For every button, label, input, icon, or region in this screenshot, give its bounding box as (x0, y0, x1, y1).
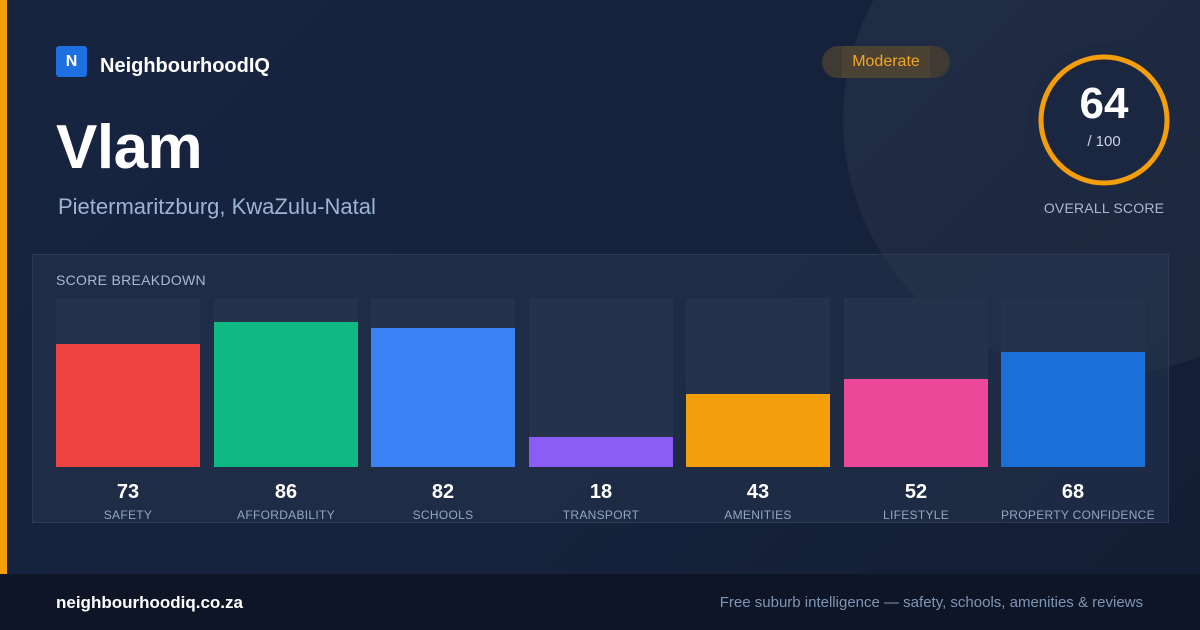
bar-value: 43 (746, 481, 770, 503)
footer: neighbourhoodiq.co.za Free suburb intell… (0, 574, 1200, 630)
brand-name: NeighbourhoodIQ (100, 55, 270, 77)
bar-value: 52 (904, 481, 928, 503)
bar-label: TRANSPORT (562, 508, 640, 522)
bar-label: SAFETY (103, 508, 153, 522)
bar-track (56, 298, 200, 467)
bar-track (371, 298, 515, 467)
suburb-title: Vlam (56, 113, 203, 182)
bar-column-amenities: 43 AMENITIES (686, 298, 830, 522)
score-ring-graphic (1028, 44, 1180, 196)
bar-column-lifestyle: 52 LIFESTYLE (844, 298, 988, 522)
bar-track (844, 298, 988, 467)
bar-fill (371, 328, 515, 467)
bar-value: 86 (274, 481, 298, 503)
bar-column-property-confidence: 68 PROPERTY CONFIDENCE (1001, 298, 1155, 522)
bar-track (1001, 298, 1145, 467)
bar-track (686, 298, 830, 467)
bar-label: PROPERTY CONFIDENCE (1001, 508, 1155, 522)
bar-column-affordability: 86 AFFORDABILITY (214, 298, 358, 522)
accent-bar (0, 0, 7, 574)
bar-value: 18 (589, 481, 613, 503)
brand-logo-icon: N (56, 46, 87, 77)
bar-fill (214, 322, 358, 467)
bar-track (529, 298, 673, 467)
bar-label: AMENITIES (724, 508, 792, 522)
footer-tagline: Free suburb intelligence — safety, schoo… (719, 594, 1143, 611)
bar-value: 82 (431, 481, 455, 503)
bar-label: LIFESTYLE (882, 508, 950, 522)
bar-label: SCHOOLS (412, 508, 474, 522)
overall-score-label: OVERALL SCORE (1043, 200, 1165, 216)
bar-track (214, 298, 358, 467)
hero-card: N NeighbourhoodIQ Vlam Pietermaritzburg,… (0, 0, 1200, 574)
bar-fill (686, 394, 830, 467)
rating-badge: Moderate (822, 46, 950, 78)
bar-fill (844, 379, 988, 467)
score-breakdown-panel: SCORE BREAKDOWN 73 SAFETY 86 AFFORDABILITY 8… (32, 254, 1169, 523)
bar-value: 68 (1061, 481, 1085, 503)
breakdown-title: SCORE BREAKDOWN (56, 272, 206, 288)
bar-value: 73 (116, 481, 140, 503)
footer-domain: neighbourhoodiq.co.za (56, 593, 243, 612)
overall-score-max: / 100 (1087, 133, 1121, 150)
bar-column-safety: 73 SAFETY (56, 298, 200, 522)
bar-column-transport: 18 TRANSPORT (529, 298, 673, 522)
brand: N NeighbourhoodIQ (56, 46, 270, 77)
rating-label: Moderate (852, 53, 920, 70)
bar-column-schools: 82 SCHOOLS (371, 298, 515, 522)
bar-fill (56, 344, 200, 467)
overall-score-value: 64 (1079, 79, 1129, 128)
suburb-location: Pietermaritzburg, KwaZulu-Natal (58, 194, 376, 219)
overall-score-ring: 64 / 100 (1028, 44, 1180, 196)
bar-fill (529, 437, 673, 467)
bar-fill (1001, 352, 1145, 467)
bar-label: AFFORDABILITY (237, 508, 335, 522)
